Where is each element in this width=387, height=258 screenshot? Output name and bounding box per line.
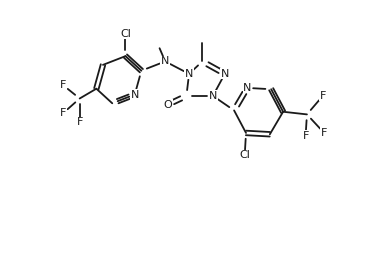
- Text: N: N: [243, 83, 252, 93]
- Text: N: N: [161, 57, 170, 66]
- Text: N: N: [185, 69, 193, 79]
- Text: F: F: [60, 80, 67, 90]
- Text: O: O: [163, 100, 172, 110]
- Text: F: F: [60, 108, 67, 118]
- Text: N: N: [221, 69, 229, 79]
- Text: N: N: [130, 90, 139, 100]
- Text: Cl: Cl: [120, 29, 131, 39]
- Text: F: F: [302, 131, 309, 141]
- Text: F: F: [77, 117, 83, 127]
- Text: N: N: [209, 91, 217, 101]
- Text: Cl: Cl: [239, 150, 250, 160]
- Text: F: F: [320, 91, 326, 101]
- Text: F: F: [321, 128, 327, 138]
